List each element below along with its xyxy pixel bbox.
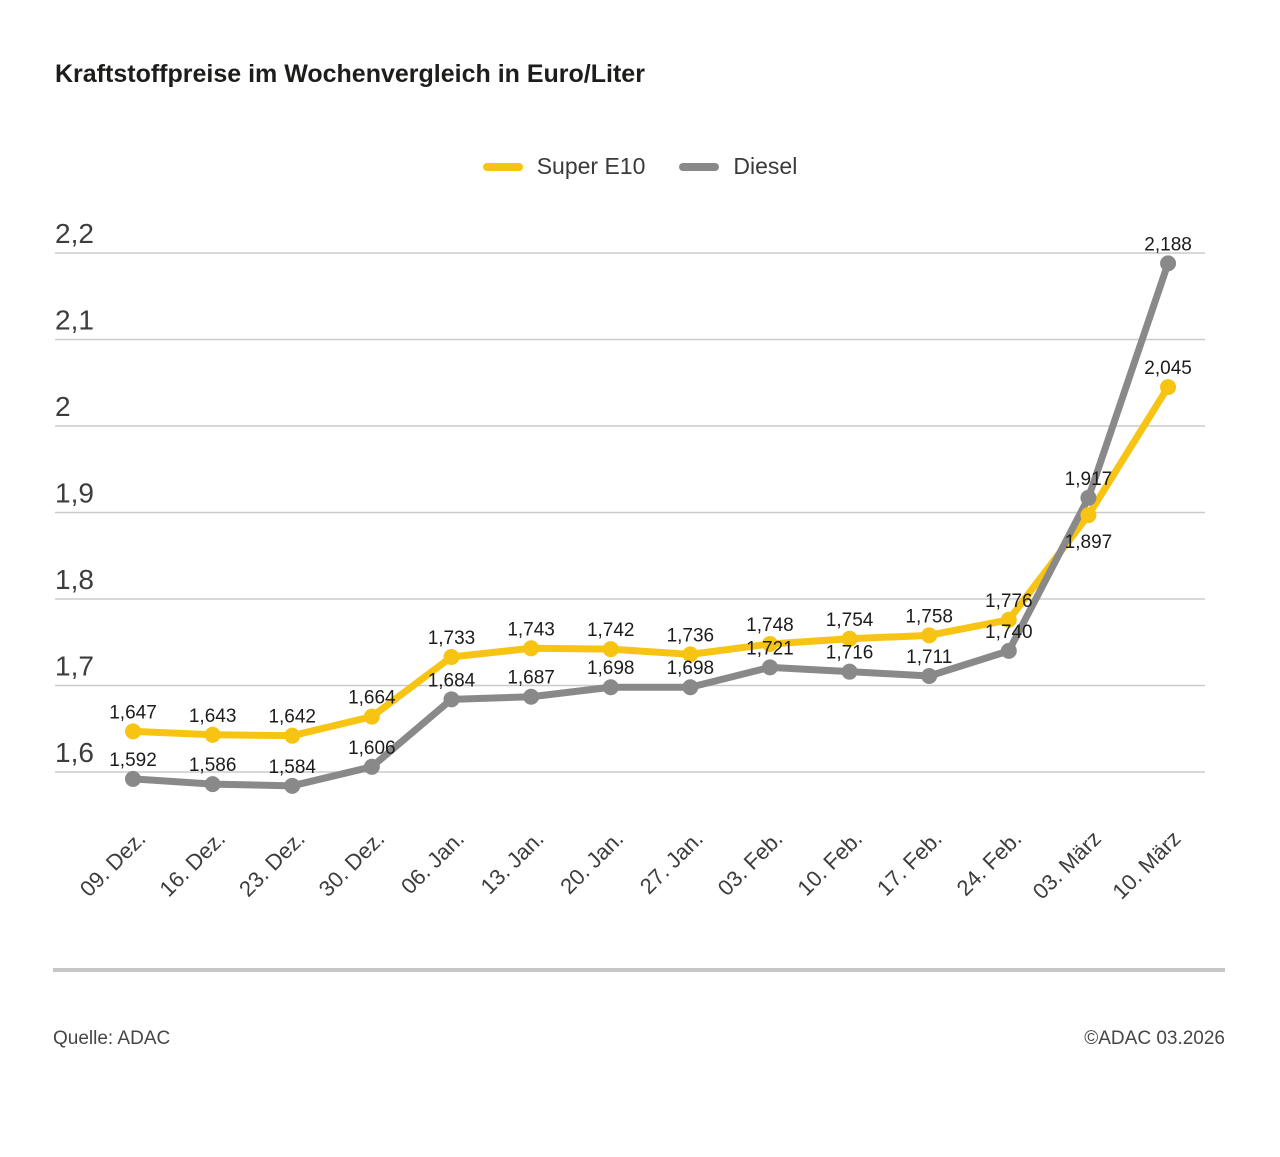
footer-divider [53, 968, 1225, 972]
diesel-value-label: 1,716 [826, 643, 874, 664]
diesel-value-label: 2,188 [1144, 234, 1192, 255]
y-axis-label: 1,7 [55, 651, 94, 682]
x-axis-label: 27. Jan. [635, 826, 708, 899]
super-e10-point [284, 727, 301, 744]
super-e10-point [125, 723, 141, 740]
diesel-point [523, 688, 540, 705]
diesel-point [1000, 642, 1017, 659]
super-e10-point [1160, 379, 1177, 396]
diesel-point [1080, 489, 1097, 506]
diesel-point [204, 776, 221, 793]
x-axis-label: 23. Dez. [234, 826, 310, 902]
super-e10-point [1000, 611, 1017, 628]
diesel-point [682, 679, 699, 696]
super-e10-point [443, 648, 460, 665]
diesel-value-label: 1,684 [428, 670, 476, 691]
diesel-point [841, 663, 858, 680]
diesel-value-label: 1,698 [667, 658, 715, 679]
super-e10-value-label: 1,664 [348, 688, 396, 709]
y-axis-label: 2 [55, 391, 71, 422]
super-e10-value-label: 1,742 [587, 620, 635, 641]
super-e10-value-label: 1,754 [826, 610, 874, 631]
super-e10-point [363, 708, 380, 725]
legend-item-super-e10: Super E10 [482, 153, 646, 180]
super-e10-point [761, 635, 778, 652]
super-e10-point [602, 641, 619, 658]
diesel-point [125, 770, 141, 787]
x-axis-label: 10. März [1107, 826, 1185, 904]
super-e10-point [682, 646, 699, 663]
legend: Super E10 Diesel [0, 153, 1280, 180]
legend-label-super-e10: Super E10 [536, 153, 646, 179]
super-e10-point [204, 726, 221, 743]
diesel-line-swatch [679, 162, 720, 171]
super-e10-value-label: 1,642 [268, 707, 316, 728]
super-e10-line-swatch [482, 162, 523, 171]
diesel-point [284, 777, 301, 794]
copyright-note: ©ADAC 03.2026 [1084, 1028, 1225, 1049]
x-axis-label: 10. Feb. [792, 826, 867, 901]
diesel-value-label: 1,592 [109, 750, 157, 771]
x-axis-label: 13. Jan. [476, 826, 549, 899]
y-axis-label: 1,9 [55, 478, 94, 509]
diesel-point [443, 691, 460, 708]
super-e10-point [841, 630, 858, 647]
super-e10-value-label: 1,647 [109, 702, 157, 723]
super-e10-value-label: 1,733 [428, 628, 476, 649]
y-axis-label: 2,1 [55, 305, 94, 336]
diesel-value-label: 1,586 [189, 755, 237, 776]
x-axis-label: 03. März [1028, 826, 1106, 904]
legend-label-diesel: Diesel [733, 153, 798, 179]
super-e10-point [523, 640, 540, 657]
y-axis-label: 1,8 [55, 564, 94, 595]
super-e10-line [129, 383, 1172, 740]
x-axis-label: 03. Feb. [713, 826, 788, 901]
diesel-value-label: 1,698 [587, 658, 635, 679]
diesel-value-label: 1,711 [906, 647, 952, 668]
x-axis-label: 09. Dez. [75, 826, 151, 902]
super-e10-point [1080, 507, 1097, 524]
x-axis-label: 20. Jan. [555, 826, 628, 899]
y-axis-label: 1,6 [55, 737, 94, 768]
super-e10-point [921, 627, 938, 644]
diesel-point [1160, 255, 1177, 272]
chart-canvas: 2,2 2,1 2 1,9 1,8 1,7 1,6 09. Dez. 16. Dez. 23. D… [55, 218, 1205, 904]
x-axis-label: 16. Dez. [155, 826, 231, 902]
super-e10-value-label: 1,736 [667, 625, 715, 646]
diesel-line [129, 259, 1172, 790]
legend-item-diesel: Diesel [679, 153, 797, 180]
diesel-value-label: 1,721 [746, 638, 794, 659]
super-e10-value-label: 1,748 [746, 615, 794, 636]
x-axis-label: 17. Feb. [872, 826, 947, 901]
chart-title: Kraftstoffpreise im Wochenvergleich in E… [55, 60, 645, 88]
diesel-point [761, 659, 778, 676]
diesel-value-label: 1,687 [507, 668, 555, 689]
diesel-point [363, 758, 380, 775]
diesel-value-label: 1,917 [1065, 469, 1113, 490]
diesel-value-label: 1,740 [985, 622, 1033, 643]
x-axis-label: 30. Dez. [314, 826, 390, 902]
diesel-value-label: 1,584 [268, 757, 316, 778]
source-note: Quelle: ADAC [53, 1028, 171, 1049]
x-axis-label: 06. Jan. [396, 826, 469, 899]
super-e10-value-label: 1,743 [507, 619, 555, 640]
super-e10-value-label: 1,643 [189, 706, 237, 727]
super-e10-value-label: 1,897 [1065, 532, 1113, 553]
x-axis-label: 24. Feb. [952, 826, 1027, 901]
diesel-point [602, 679, 619, 696]
super-e10-value-label: 1,758 [905, 606, 953, 627]
y-axis-label: 2,2 [55, 218, 94, 249]
super-e10-value-label: 2,045 [1144, 358, 1192, 379]
super-e10-value-label: 1,776 [985, 591, 1033, 612]
diesel-value-label: 1,606 [348, 738, 396, 759]
diesel-point [921, 667, 938, 684]
